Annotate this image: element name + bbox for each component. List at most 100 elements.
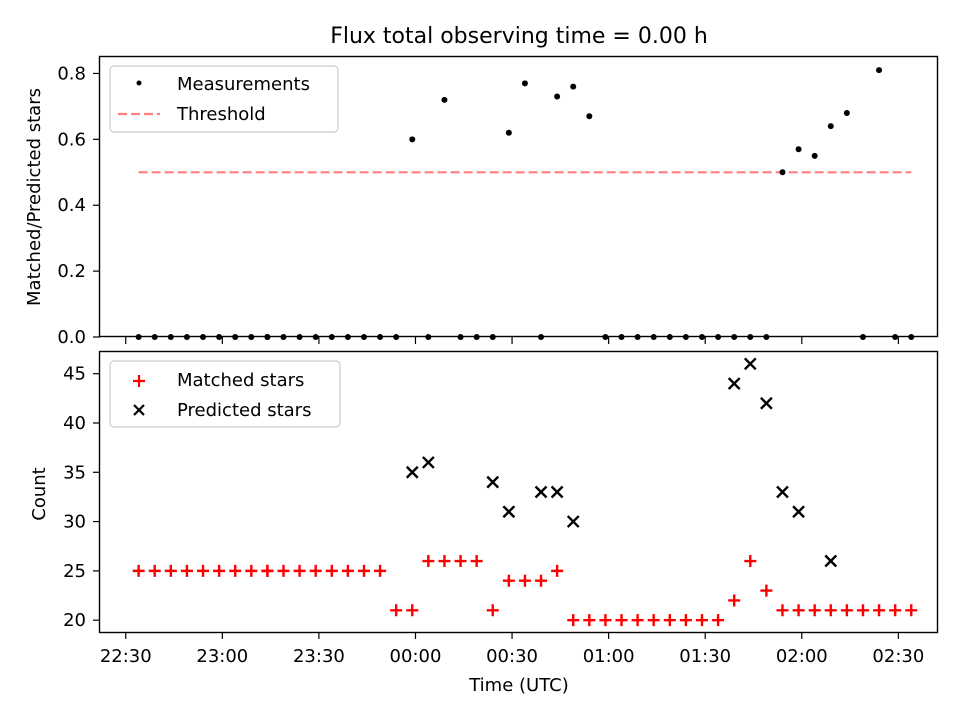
x-tick-label: 00:00: [390, 646, 442, 667]
legend-threshold-label: Threshold: [176, 104, 266, 125]
measurement-point: [441, 96, 448, 103]
bottom-y-tick-label: 30: [63, 512, 86, 533]
top-legend-box: [109, 65, 339, 133]
measurement-point: [827, 123, 834, 130]
matched-star-marker: [438, 555, 451, 568]
matched-star-marker: [390, 604, 403, 617]
matched-star-marker: [502, 574, 515, 587]
bottom-legend-box: [109, 360, 341, 428]
top-y-axis: 0.0 0.2 0.4 0.6 0.8: [57, 63, 100, 348]
matched-star-marker: [132, 564, 145, 577]
bottom-panel: 20 25 30 35 40 45 22:30 23:00 23:30 00:00 00:30 01…: [29, 350, 939, 696]
matched-star-marker: [744, 555, 757, 568]
bottom-y-axis-label: Count: [29, 467, 50, 520]
top-axes-frame: [98, 55, 939, 338]
x-tick-label: 23:30: [293, 646, 345, 667]
measurement-point: [521, 80, 528, 87]
matched-star-marker: [695, 614, 708, 627]
matched-star-marker: [776, 604, 789, 617]
bottom-y-tick-label: 35: [63, 462, 86, 483]
bottom-y-tick-label: 20: [63, 610, 86, 631]
top-y-tick-label: 0.8: [57, 63, 86, 84]
matched-star-marker: [180, 564, 193, 577]
legend-measurements-marker: [136, 80, 142, 86]
top-y-tick-label: 0.2: [57, 261, 86, 282]
top-y-axis-label: Matched/Predicted stars: [24, 88, 45, 306]
top-panel: 0.00.20.40.60.8 Matched/Predicted stars …: [24, 55, 939, 348]
matched-star-marker: [197, 564, 210, 577]
predicted-star-marker: [405, 465, 419, 479]
x-tick-label: 02:30: [872, 646, 924, 667]
bottom-plot-area: [132, 357, 918, 627]
measurement-point: [554, 93, 561, 100]
matched-star-marker: [792, 604, 805, 617]
x-tick-label: 23:00: [196, 646, 248, 667]
bottom-y-tick-label: 40: [63, 413, 86, 434]
matched-star-marker: [856, 604, 869, 617]
matched-star-marker: [760, 584, 773, 597]
top-y-tick-label: 0.6: [57, 129, 86, 150]
x-tick-label: 22:30: [100, 646, 152, 667]
bottom-legend: Matched stars Predicted stars: [109, 360, 341, 428]
legend-matched-marker: [133, 375, 145, 387]
x-tick-label: 00:30: [486, 646, 538, 667]
legend-measurements-label: Measurements: [177, 74, 310, 95]
matched-star-marker: [615, 614, 628, 627]
predicted-star-marker: [422, 456, 435, 469]
matched-star-marker: [905, 604, 918, 617]
matched-star-marker: [631, 614, 644, 627]
matched-star-marker: [647, 614, 660, 627]
matched-star-marker: [535, 574, 548, 587]
matched-star-marker: [824, 604, 837, 617]
matched-star-marker: [728, 594, 741, 607]
matched-star-marker: [454, 555, 467, 568]
matched-star-marker: [374, 564, 387, 577]
measurement-point: [811, 152, 818, 159]
predicted-star-marker: [743, 357, 757, 371]
matched-star-marker: [873, 604, 886, 617]
x-axis-label: Time (UTC): [468, 675, 569, 696]
matched-star-marker: [341, 564, 354, 577]
x-tick-label: 02:00: [776, 646, 828, 667]
matched-star-marker: [583, 614, 596, 627]
matched-star-marker: [293, 564, 306, 577]
matched-star-marker: [325, 564, 338, 577]
matched-star-marker: [277, 564, 290, 577]
matched-star-marker: [840, 604, 853, 617]
top-legend: Measurements Threshold: [109, 65, 339, 133]
measurement-point: [779, 169, 786, 176]
measurement-point: [795, 146, 802, 153]
matched-star-marker: [148, 564, 161, 577]
predicted-star-marker: [502, 505, 516, 519]
legend-predicted-label: Predicted stars: [177, 400, 311, 421]
measurement-point: [586, 113, 593, 120]
legend-matched-label: Matched stars: [177, 370, 304, 391]
matched-star-marker: [712, 614, 725, 627]
matched-star-marker: [164, 564, 177, 577]
matched-star-marker: [357, 564, 370, 577]
top-y-tick-label: 0.4: [57, 195, 86, 216]
measurement-point: [876, 67, 883, 74]
predicted-star-marker: [824, 554, 838, 568]
matched-star-marker: [406, 604, 419, 617]
matched-star-marker: [551, 564, 564, 577]
measurement-point: [570, 83, 577, 90]
predicted-star-marker: [550, 485, 564, 499]
matched-star-marker: [309, 564, 322, 577]
measurement-point: [843, 110, 850, 116]
predicted-star-marker: [776, 485, 789, 499]
chart-title: Flux total observing time = 0.00 h: [330, 24, 708, 49]
matched-star-marker: [229, 564, 242, 577]
matched-star-marker: [518, 574, 531, 587]
matched-star-marker: [663, 614, 676, 627]
bottom-y-tick-label: 45: [63, 364, 86, 385]
top-x-axis: [125, 337, 899, 344]
top-y-tick-label: 0.0: [57, 327, 86, 348]
predicted-star-marker: [566, 515, 580, 528]
bottom-y-tick-label: 25: [63, 561, 86, 582]
predicted-star-marker: [727, 377, 741, 390]
measurement-point: [409, 136, 416, 143]
bottom-y-axis: 20 25 30 35 40 45: [63, 364, 100, 631]
predicted-star-marker: [534, 485, 548, 499]
